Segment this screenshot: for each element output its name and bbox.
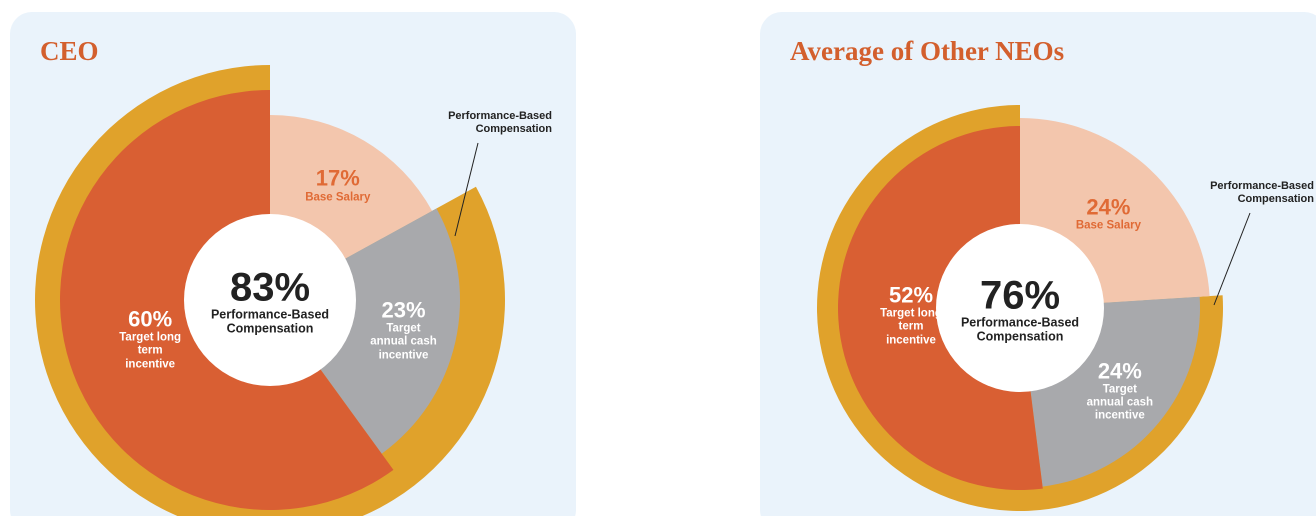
slice-value-label: 17% — [315, 166, 360, 192]
annotation: Performance-Based Compensation — [448, 110, 552, 136]
slice-value-label: 24% — [1086, 194, 1131, 220]
slice-category-label: Base Salary — [305, 191, 371, 204]
chart-title: CEO — [40, 36, 99, 66]
slice-label: 23% Target annual cash incentive — [369, 297, 439, 362]
center-hole — [184, 214, 356, 386]
center-hole — [936, 224, 1104, 392]
slice-label: 24% Base Salary — [1053, 195, 1163, 234]
center-label: 83% Performance-Based Compensation — [195, 268, 345, 337]
chart-title: Average of Other NEOs — [790, 36, 1065, 66]
slice-label: 24% Target annual cash incentive — [1085, 358, 1155, 423]
annotation-line — [1213, 212, 1251, 306]
center-total: 83% — [229, 265, 311, 310]
slice-category-label: Target long term incentive — [880, 307, 942, 347]
slice-value-label: 60% — [128, 306, 173, 332]
slice-category-label: Target annual cash incentive — [370, 322, 437, 362]
annotation: Performance-Based Compensation — [1210, 180, 1314, 206]
slice-value-label: 23% — [381, 297, 426, 323]
slice-label: 17% Base Salary — [283, 166, 393, 205]
slice-category-label: Target long term incentive — [119, 331, 182, 371]
slice-category-label: Target annual cash incentive — [1086, 383, 1154, 422]
slice-value-label: 52% — [888, 282, 934, 308]
center-caption: Performance-Based Compensation — [210, 307, 330, 336]
slice-label: 60% Target long term incentive — [115, 306, 185, 371]
annotation-line — [454, 142, 479, 237]
slice-label: 52% Target long term incentive — [876, 282, 946, 347]
center-label: 76% Performance-Based Compensation — [945, 276, 1095, 345]
slice-value-label: 24% — [1097, 358, 1142, 384]
center-caption: Performance-Based Compensation — [960, 315, 1080, 344]
center-total: 76% — [979, 273, 1061, 318]
slice-category-label: Base Salary — [1075, 219, 1142, 232]
pie-slice — [270, 208, 460, 454]
